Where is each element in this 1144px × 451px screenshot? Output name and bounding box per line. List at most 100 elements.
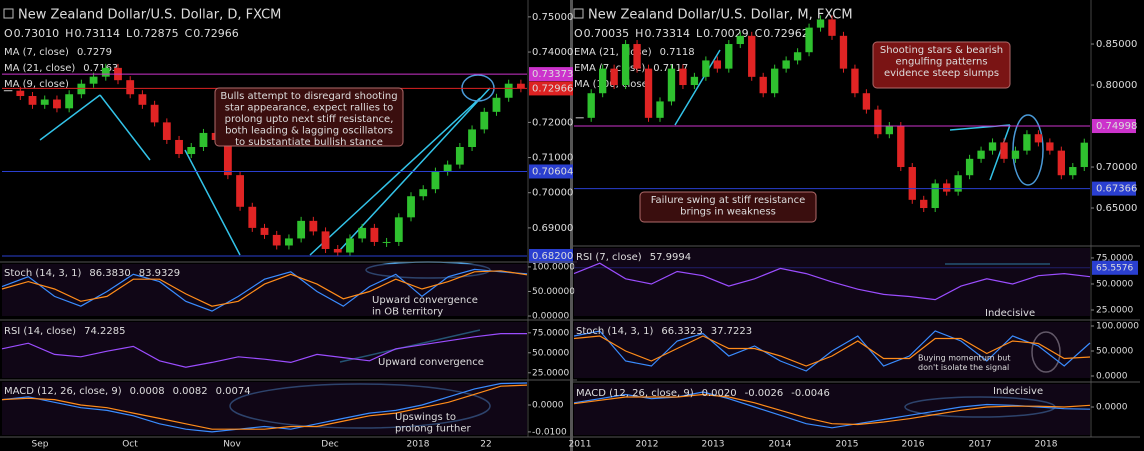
- y-tick-label: 0.85000: [1096, 39, 1137, 50]
- x-tick-label: 2011: [569, 440, 592, 450]
- candle: [407, 196, 415, 218]
- ohlc-value: 0.70035: [584, 27, 630, 40]
- candle: [1057, 150, 1066, 176]
- candle: [162, 122, 171, 140]
- annotation-text: Indecisive: [985, 308, 1035, 319]
- ohlc-key: L: [126, 27, 133, 40]
- y-tick-label: 0.70000: [1096, 162, 1137, 173]
- annotation-text: Upward convergence: [372, 295, 478, 306]
- ohlc-key: O: [4, 27, 13, 40]
- candle: [816, 19, 825, 28]
- indicator-line: [1, 270, 528, 307]
- ohlc-value: 0.72966: [193, 27, 239, 40]
- x-tick-label: 2013: [702, 440, 725, 450]
- pane-readout: 83.9329: [139, 268, 180, 279]
- candle: [285, 238, 293, 246]
- ohlc-key: H: [635, 27, 643, 40]
- ohlc-key: C: [755, 27, 763, 40]
- legend-name: EMA (7, close): [574, 63, 645, 74]
- candle: [1080, 142, 1088, 168]
- pane-readout: -0.0046: [791, 388, 830, 399]
- title: New Zealand Dollar/U.S. Dollar, M, FXCM: [588, 8, 853, 23]
- annotation-text: engulfing patterns: [895, 57, 987, 68]
- y-tick-label: 0.74000: [532, 47, 573, 58]
- annotation-text: Bulls attempt to disregard shooting: [220, 91, 397, 102]
- level-tag: [1092, 260, 1138, 275]
- x-tick-label: Dec: [321, 440, 338, 450]
- legend-value: 0.7279: [77, 47, 112, 58]
- trend-line: [39, 87, 491, 256]
- candle: [702, 60, 710, 77]
- candle: [1000, 142, 1008, 159]
- pane-band: [2, 322, 527, 378]
- candle: [346, 238, 354, 253]
- indicator-line: [573, 391, 1091, 429]
- annotation-text: Upward convergence: [378, 357, 484, 368]
- ohlc-value: 0.73010: [14, 27, 60, 40]
- pane-readout: 0.0074: [216, 386, 251, 397]
- level-tag: [529, 249, 573, 264]
- candle: [419, 189, 428, 197]
- title-icon: [573, 8, 584, 19]
- y-tick-label: 0.69000: [532, 223, 573, 234]
- level-label: 0.72966: [532, 83, 573, 94]
- candle: [16, 90, 25, 97]
- y-tick-label: 50.0000: [1096, 279, 1133, 289]
- candle: [954, 175, 962, 192]
- y-tick-label: 0.0000: [1096, 372, 1128, 382]
- level-label: 0.73373: [532, 69, 573, 80]
- annotation-text: Upswings to: [395, 412, 456, 423]
- candle: [199, 132, 208, 148]
- x-tick-label: 2018: [1035, 440, 1058, 450]
- y-tick-label: 50.00000: [532, 287, 575, 297]
- pane-band: [2, 264, 527, 316]
- pane-readout: 0.0082: [173, 386, 208, 397]
- candle: [297, 220, 306, 239]
- y-tick-label: 100.0000: [532, 262, 575, 272]
- ohlc-value: 0.72875: [133, 27, 179, 40]
- candle: [621, 44, 630, 86]
- y-tick-label: 0.0000: [1096, 403, 1128, 413]
- annotation-text: both leading & lagging oscillators: [225, 126, 393, 137]
- candle: [770, 68, 779, 94]
- candle: [828, 19, 836, 36]
- candle: [443, 164, 452, 172]
- pane-name: RSI (14, close): [4, 326, 76, 337]
- y-tick-label: 100.0000: [1096, 322, 1139, 332]
- pane-readout: 0.0020: [702, 388, 737, 399]
- y-tick-label: 0.00000: [532, 312, 569, 322]
- pane-readout: 66.3323: [661, 326, 702, 337]
- candle: [679, 68, 687, 86]
- indicator-line: [573, 262, 1091, 301]
- candle: [656, 101, 664, 118]
- annotation-text: star appearance, expect rallies to: [225, 103, 393, 114]
- pane-band: [574, 322, 1090, 378]
- candle: [126, 80, 135, 95]
- candle: [965, 158, 974, 176]
- x-tick-label: 2017: [969, 440, 992, 450]
- candle: [516, 83, 525, 89]
- highlight-ellipse: [1012, 114, 1044, 186]
- y-tick-label: 0.72000: [532, 117, 573, 128]
- candle: [65, 94, 74, 109]
- annotation-text: evidence steep slumps: [884, 68, 999, 79]
- legend-value: 0.7117: [653, 63, 688, 74]
- annotation-text: Buying momentum but: [918, 354, 1011, 363]
- ohlc-value: 0.72962: [763, 27, 809, 40]
- level-label: 0.67366: [1096, 184, 1137, 195]
- x-tick-label: 2018: [407, 440, 430, 450]
- annotation-text: don't isolate the signal: [918, 363, 1009, 372]
- candle: [175, 139, 183, 155]
- y-tick-label: 0.70000: [532, 188, 573, 199]
- title: New Zealand Dollar/U.S. Dollar, D, FXCM: [18, 8, 281, 23]
- candle: [874, 109, 882, 135]
- candle: [504, 83, 513, 98]
- annotation-box: [214, 87, 404, 147]
- candle: [988, 142, 997, 151]
- candle: [468, 129, 476, 148]
- candle: [370, 227, 379, 242]
- annotation-text: brings in weakness: [680, 207, 776, 218]
- candle: [358, 227, 367, 239]
- candle: [759, 76, 767, 94]
